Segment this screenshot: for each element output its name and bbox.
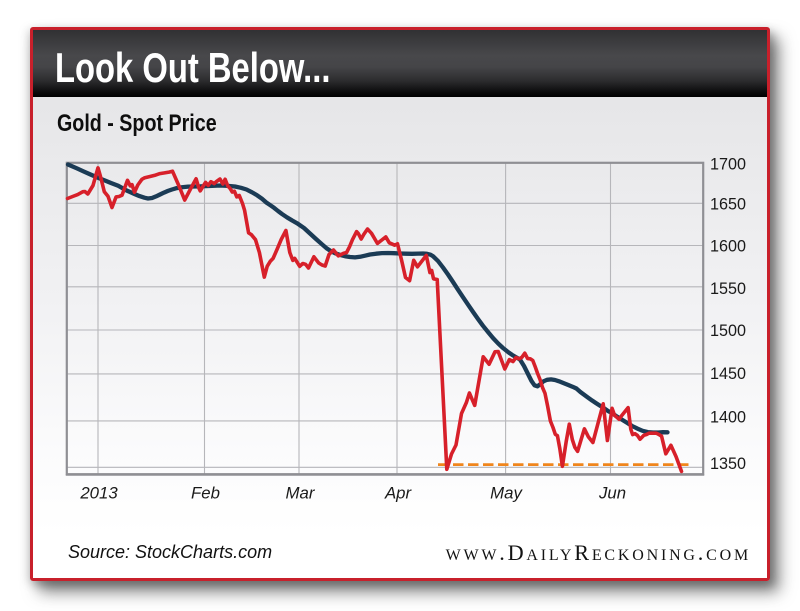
svg-text:Mar: Mar <box>286 484 316 503</box>
svg-text:2013: 2013 <box>79 484 118 503</box>
svg-text:1600: 1600 <box>710 237 746 255</box>
svg-text:Feb: Feb <box>191 484 220 503</box>
svg-text:1400: 1400 <box>710 408 746 426</box>
svg-text:1500: 1500 <box>710 322 746 340</box>
svg-text:Jun: Jun <box>598 484 626 503</box>
svg-text:May: May <box>490 484 523 503</box>
svg-text:1550: 1550 <box>710 280 746 298</box>
svg-text:1700: 1700 <box>710 155 746 173</box>
svg-text:1450: 1450 <box>710 365 746 383</box>
svg-text:1350: 1350 <box>710 455 746 473</box>
svg-text:1650: 1650 <box>710 195 746 213</box>
svg-text:Apr: Apr <box>384 484 413 503</box>
